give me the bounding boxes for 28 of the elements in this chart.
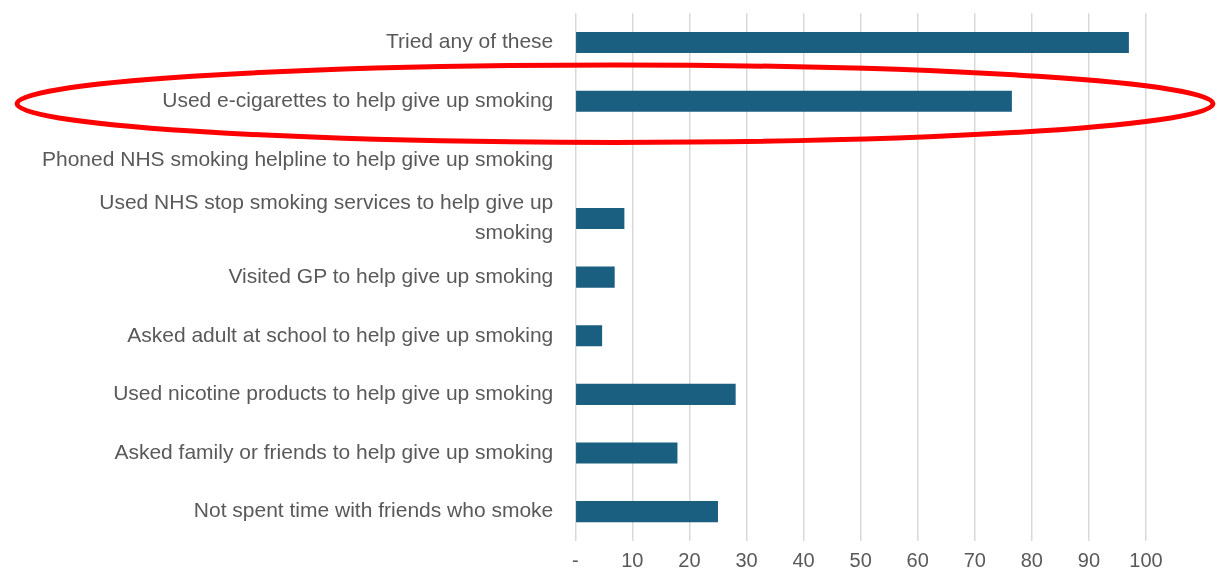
y-tick-label: Used e-cigarettes to help give up smoking [162,87,554,111]
bar [576,31,1129,54]
y-tick-label: Used NHS stop smoking services to help give up smoking [99,190,554,244]
bar [576,266,615,288]
bar [576,325,603,347]
x-tick-label: 60 [906,548,929,571]
bar [576,383,736,405]
x-tick-label: 30 [735,548,758,571]
y-tick-label: Tried any of these [385,29,554,53]
x-tick-label: 40 [792,548,815,571]
x-tick-label: 100 [1129,548,1163,571]
bar [576,501,718,523]
y-tick-label: Phoned NHS smoking helpline to help give up smoking [41,146,554,170]
y-tick-label: Used nicotine products to help give up smoking [113,381,554,405]
bar [576,442,678,464]
x-tick-label: 80 [1020,548,1043,571]
x-tick-label: 70 [963,548,986,571]
y-tick-label: Asked adult at school to help give up smoking [127,322,554,346]
bar [576,207,625,230]
y-tick-label: Asked family or friends to help give up smoking [114,439,554,463]
x-tick-label: - [571,548,579,571]
bar [576,90,1012,112]
x-tick-label: 10 [621,548,644,571]
x-tick-label: 20 [678,548,701,571]
x-tick-label: 90 [1077,548,1101,571]
y-tick-label: Not spent time with friends who smoke [193,498,554,522]
x-tick-label: 50 [849,548,872,571]
y-tick-label: Visited GP to help give up smoking [228,263,554,287]
